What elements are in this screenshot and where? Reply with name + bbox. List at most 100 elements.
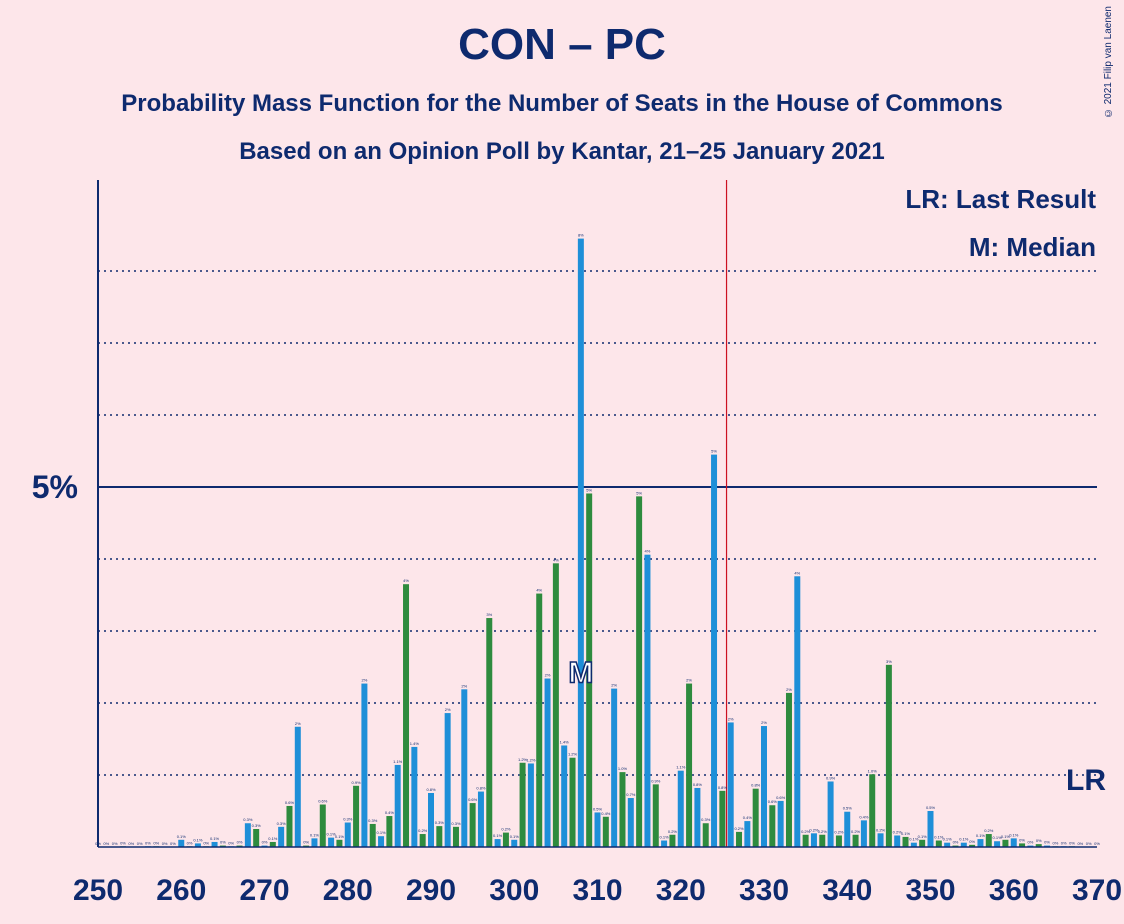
value-label: 0% <box>137 841 143 846</box>
bar <box>860 820 867 847</box>
bar <box>577 238 584 848</box>
bar <box>711 454 718 847</box>
value-label: 0.4% <box>859 814 869 819</box>
value-label: 0.2% <box>809 827 819 832</box>
bar <box>744 821 751 847</box>
bar <box>344 822 351 847</box>
value-label: 1.2% <box>568 752 578 757</box>
bar <box>269 841 276 847</box>
value-label: 0.3% <box>368 818 378 823</box>
value-label: 2% <box>545 673 551 678</box>
value-label: 0% <box>187 840 193 845</box>
value-label: 2% <box>461 683 467 688</box>
value-label: 1.1% <box>393 759 403 764</box>
bar <box>611 688 618 847</box>
bar <box>1010 838 1017 847</box>
bar <box>994 841 1001 847</box>
value-label: 0.1% <box>1001 834 1011 839</box>
value-label: 4% <box>403 578 409 583</box>
bar <box>852 834 859 847</box>
value-label: 0.2% <box>418 828 428 833</box>
x-tick-label: 270 <box>239 874 289 907</box>
bar <box>686 683 693 847</box>
value-label: 0.1% <box>993 835 1003 840</box>
value-label: 0% <box>145 840 151 845</box>
value-label: 0.3% <box>435 820 445 825</box>
value-label: 0% <box>112 841 118 846</box>
value-label: 0.2% <box>984 828 994 833</box>
bar <box>935 840 942 847</box>
value-label: 0.1% <box>327 832 337 837</box>
value-label: 0.1% <box>510 834 520 839</box>
bar <box>602 816 609 847</box>
bar <box>561 745 568 847</box>
value-label: 0.2% <box>876 827 886 832</box>
value-label: 0.1% <box>210 836 220 841</box>
value-label: 0% <box>1094 841 1100 846</box>
value-label: 0.3% <box>343 817 353 822</box>
value-label: 0.3% <box>451 821 461 826</box>
bar <box>194 843 201 847</box>
value-label: 0% <box>1086 841 1092 846</box>
bar <box>178 839 185 847</box>
bar <box>502 832 509 847</box>
chart-title: CON – PC <box>458 20 666 69</box>
bar <box>1035 844 1042 847</box>
value-label: 2% <box>728 716 734 721</box>
value-label: 0.1% <box>376 830 386 835</box>
value-label: 0% <box>128 841 134 846</box>
bar <box>1002 839 1009 847</box>
bar <box>361 683 368 847</box>
value-label: 0% <box>1061 840 1067 845</box>
chart-subtitle: Probability Mass Function for the Number… <box>121 90 1003 117</box>
bar <box>369 823 376 847</box>
value-label: 3% <box>486 612 492 617</box>
value-label: 0% <box>303 840 309 845</box>
bar <box>619 772 626 847</box>
value-label: 0.4% <box>601 811 611 816</box>
value-label: 0% <box>969 839 975 844</box>
x-tick-label: 370 <box>1072 874 1122 907</box>
bar <box>761 726 767 847</box>
bar <box>902 836 909 847</box>
bar <box>985 834 992 847</box>
x-tick-label: 340 <box>822 874 872 907</box>
bar <box>885 664 892 847</box>
value-label: 1.2% <box>526 757 536 762</box>
value-label: 0.1% <box>493 833 503 838</box>
value-label: 1.0% <box>618 766 628 771</box>
bar <box>586 493 593 847</box>
value-label: 0.1% <box>177 834 187 839</box>
axes: 250 260 270 280 290 300 310 320 330 340 350 360 370 5… <box>32 180 1122 907</box>
value-label: 2% <box>786 687 792 692</box>
value-label: 1.2% <box>518 757 528 762</box>
legend-last-result: LR: Last Result <box>905 184 1096 214</box>
bar <box>378 836 385 847</box>
value-label: 0.6% <box>468 797 478 802</box>
value-label: 0.1% <box>268 836 278 841</box>
bar <box>769 805 776 847</box>
value-label: 0.4% <box>743 815 753 820</box>
value-label: 0.6% <box>318 799 328 804</box>
bar <box>644 554 651 847</box>
value-label: 8% <box>578 233 584 238</box>
value-label: 0.8% <box>693 782 703 787</box>
x-tick-label: 250 <box>73 874 123 907</box>
value-label: 0% <box>103 841 109 846</box>
value-label: 0% <box>228 840 234 845</box>
value-label: 2% <box>761 720 767 725</box>
bar <box>694 787 701 847</box>
value-label: 0.4% <box>385 810 395 815</box>
value-label: 0.1% <box>976 833 986 838</box>
value-label: 0% <box>203 840 209 845</box>
value-label: 0.9% <box>352 780 362 785</box>
value-label: 0.1% <box>909 837 919 842</box>
bar <box>461 689 468 847</box>
bar <box>827 781 834 847</box>
bar <box>569 757 576 847</box>
value-label: 0.2% <box>851 829 861 834</box>
value-label: 0.9% <box>651 778 661 783</box>
bar <box>336 839 343 847</box>
bar <box>719 790 726 847</box>
